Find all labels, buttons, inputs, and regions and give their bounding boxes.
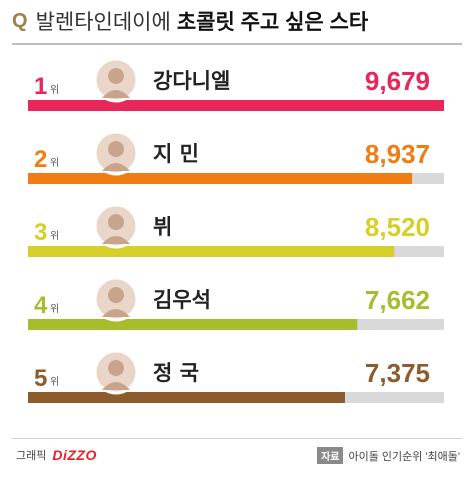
- avatar-body: [102, 309, 130, 317]
- rank-unit: 위: [50, 83, 59, 96]
- star-name: 김우석: [153, 288, 211, 312]
- footer-divider: [12, 438, 462, 439]
- vote-value: 8,937: [365, 139, 430, 169]
- avatar-body: [102, 90, 130, 98]
- title-divider: [12, 43, 462, 45]
- star-name: 뷔: [153, 215, 172, 239]
- bar: [28, 100, 444, 111]
- rank-number: 5: [34, 365, 47, 392]
- bar: [28, 246, 395, 257]
- vote-value: 7,375: [365, 358, 430, 388]
- rank-unit: 위: [50, 156, 59, 169]
- bar: [28, 173, 413, 184]
- brand-logo: DiZZO: [52, 447, 97, 463]
- avatar-head: [108, 287, 124, 303]
- bar: [28, 319, 358, 330]
- rank-unit: 위: [50, 302, 59, 315]
- vote-value: 7,662: [365, 285, 430, 315]
- title-part-1: 발렌타인데이에: [35, 11, 171, 34]
- avatar-head: [108, 141, 124, 157]
- source-text: 아이돌 인기순위 '최애돌': [348, 450, 460, 463]
- chart-title: Q 발렌타인데이에 초콜릿 주고 싶은 스타: [12, 6, 368, 36]
- credit: 그래픽 DiZZO: [16, 447, 97, 463]
- vote-value: 9,679: [365, 66, 430, 96]
- rank-unit: 위: [50, 375, 59, 388]
- source-tag: 자료: [317, 447, 344, 464]
- avatar-body: [102, 163, 130, 171]
- rank-unit: 위: [50, 229, 59, 242]
- title-part-2: 초콜릿 주고 싶은 스타: [176, 11, 369, 34]
- star-name: 강다니엘: [153, 69, 230, 93]
- bar: [28, 392, 345, 403]
- avatar-body: [102, 382, 130, 390]
- source: 자료 아이돌 인기순위 '최애돌': [317, 447, 460, 464]
- avatar-head: [108, 68, 124, 84]
- graphic-label: 그래픽: [16, 450, 47, 462]
- rank-number: 1: [34, 73, 47, 100]
- rank-number: 4: [34, 292, 48, 319]
- avatar-head: [108, 214, 124, 230]
- question-mark-label: Q: [12, 9, 28, 32]
- star-name: 정 국: [153, 361, 199, 385]
- vote-value: 8,520: [365, 212, 430, 242]
- avatar-body: [102, 236, 130, 244]
- rank-number: 2: [34, 146, 47, 173]
- rank-number: 3: [34, 219, 47, 246]
- avatar-head: [108, 360, 124, 376]
- star-name: 지 민: [153, 142, 199, 166]
